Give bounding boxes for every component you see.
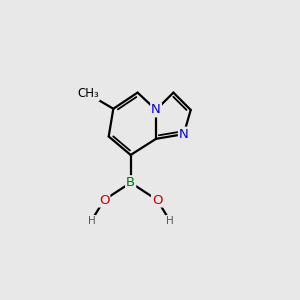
- Text: O: O: [99, 194, 109, 206]
- Text: B: B: [126, 176, 135, 189]
- Text: H: H: [88, 216, 95, 226]
- Text: O: O: [152, 194, 163, 206]
- Text: N: N: [179, 128, 189, 141]
- Text: N: N: [151, 103, 161, 116]
- Text: H: H: [166, 216, 174, 226]
- Text: CH₃: CH₃: [77, 87, 99, 100]
